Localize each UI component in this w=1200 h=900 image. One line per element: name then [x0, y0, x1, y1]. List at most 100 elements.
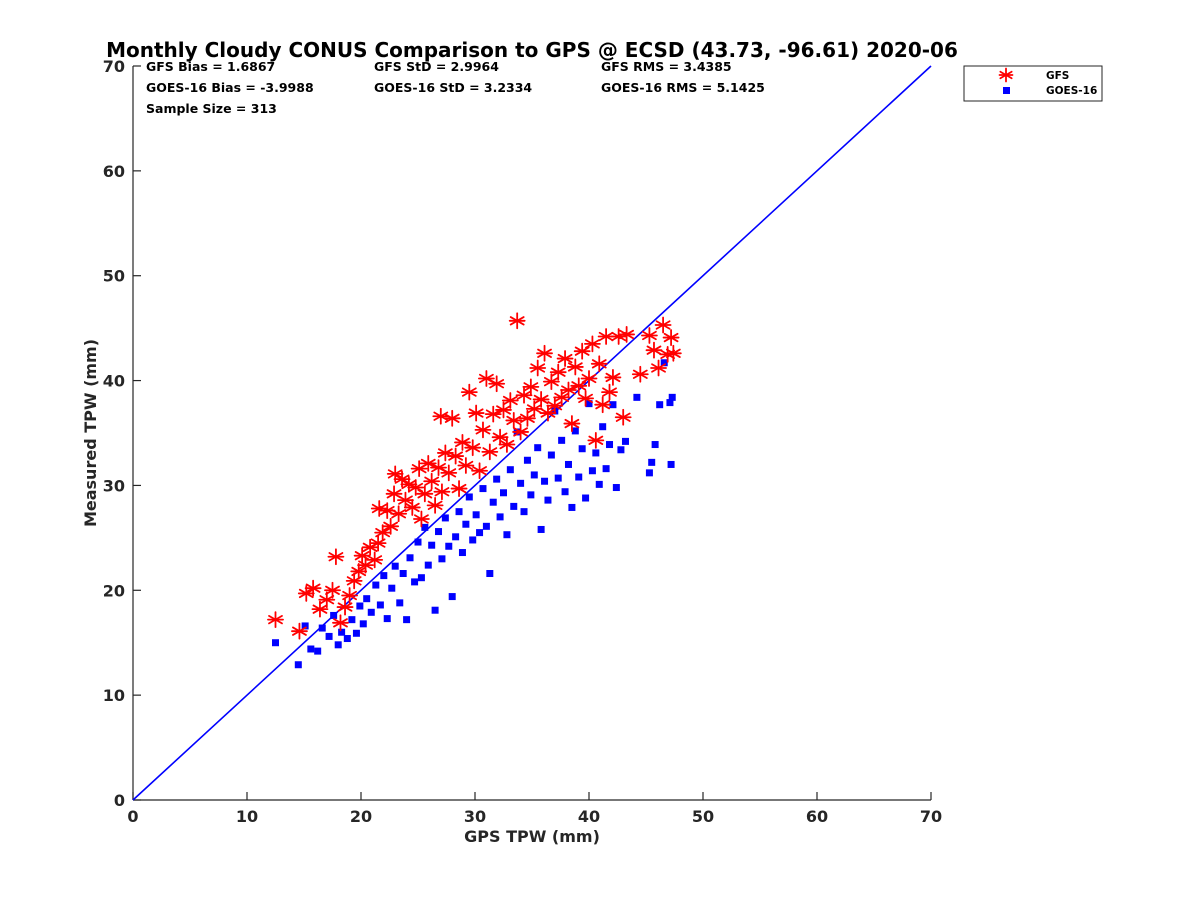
goes-16-point — [493, 475, 501, 483]
goes-16-point — [534, 444, 542, 452]
goes-16-point — [406, 554, 414, 562]
gfs-point — [590, 355, 608, 373]
goes-16-point — [383, 615, 391, 623]
gfs-point — [522, 378, 540, 396]
x-tick-label: 0 — [127, 807, 138, 826]
goes-16-point — [667, 460, 675, 468]
stat-goes-bias: GOES-16 Bias = -3.9988 — [146, 80, 314, 95]
goes-16-point — [510, 502, 518, 510]
goes-16-point — [462, 520, 470, 528]
legend-gfs-marker — [998, 67, 1014, 83]
gfs-point — [385, 485, 403, 503]
gfs-point — [382, 517, 400, 535]
goes-16-point — [435, 528, 443, 536]
goes-16-point — [417, 574, 425, 582]
goes-16-point — [301, 622, 309, 630]
goes-16-point — [558, 436, 566, 444]
gfs-point — [601, 383, 618, 401]
gfs-point — [440, 464, 458, 482]
gfs-point — [450, 480, 468, 497]
gfs-point — [501, 392, 519, 409]
goes-16-point — [325, 632, 333, 640]
goes-16-point — [372, 581, 380, 589]
goes-16-point — [445, 542, 453, 550]
goes-16-point — [541, 477, 549, 485]
goes-16-point — [348, 616, 356, 624]
gfs-point — [553, 388, 571, 406]
goes-16-point — [606, 441, 614, 449]
y-tick-label: 10 — [103, 686, 125, 705]
goes-16-point — [294, 661, 302, 669]
gfs-point — [584, 335, 601, 353]
goes-16-point — [465, 493, 473, 501]
goes-16-point — [595, 480, 603, 488]
gfs-point — [464, 439, 482, 457]
x-tick-label: 20 — [350, 807, 372, 826]
gfs-point — [484, 405, 502, 423]
y-tick-label: 60 — [103, 162, 125, 181]
gfs-point — [556, 350, 574, 367]
stat-gfs-bias: GFS Bias = 1.6867 — [146, 59, 275, 74]
legend-gfs-label: GFS — [1046, 70, 1069, 82]
legend: GFS GOES-16 — [963, 65, 1103, 102]
gfs-point — [366, 551, 384, 569]
goes-16-point — [500, 489, 507, 497]
gfs-point — [618, 326, 636, 343]
gfs-point — [594, 396, 612, 414]
goes-16-point — [578, 445, 586, 453]
goes-16-point — [359, 620, 367, 628]
goes-16-point — [609, 401, 617, 409]
reference-line — [132, 65, 932, 801]
goes-16-point — [612, 484, 620, 492]
gfs-point — [474, 421, 492, 439]
goes-16-point — [648, 458, 656, 466]
x-tick-label: 50 — [692, 807, 714, 826]
legend-goes-label: GOES-16 — [1046, 85, 1097, 97]
goes-16-point — [318, 624, 326, 632]
gfs-point — [350, 563, 368, 580]
gfs-point — [560, 381, 577, 399]
gfs-point — [654, 316, 672, 334]
gfs-point — [563, 415, 581, 432]
goes-16-point — [272, 639, 279, 647]
gfs-point — [512, 423, 529, 441]
gfs-point — [467, 404, 485, 422]
x-tick-label: 40 — [578, 807, 600, 826]
gfs-point — [539, 404, 557, 422]
gfs-point — [573, 342, 591, 360]
goes-16-point — [352, 629, 360, 637]
goes-16-point — [561, 488, 569, 496]
goes-16-point — [599, 423, 607, 431]
gfs-point — [390, 505, 408, 523]
goes-16-point — [489, 498, 497, 506]
goes-16-point — [660, 359, 668, 367]
gfs-point — [532, 391, 550, 408]
gfs-point — [416, 485, 434, 503]
gfs-point — [332, 614, 349, 632]
x-axis-label: GPS TPW (mm) — [464, 827, 600, 846]
gfs-point — [614, 408, 632, 426]
gfs-point — [341, 587, 359, 604]
y-tick-label: 30 — [103, 476, 125, 495]
goes-16-point — [592, 449, 600, 457]
goes-16-point — [403, 616, 411, 624]
goes-16-point — [520, 508, 528, 516]
ticks: 0 10 20 30 40 50 60 70 0 10 20 30 40 50 60 70 — [103, 57, 942, 826]
goes-16-point — [458, 549, 466, 557]
goes-16-point — [314, 647, 322, 655]
x-tick-label: 30 — [464, 807, 486, 826]
stat-goes-std: GOES-16 StD = 3.2334 — [374, 80, 532, 95]
gfs-point — [491, 428, 509, 446]
goes-16-point — [554, 474, 562, 482]
gfs-point — [419, 455, 437, 472]
gfs-point — [664, 344, 682, 362]
gfs-point — [318, 591, 336, 609]
stats-block: GFS Bias = 1.6867 GFS StD = 2.9964 GFS R… — [146, 59, 765, 116]
y-tick-label: 40 — [103, 372, 125, 391]
goes-16-point — [588, 467, 596, 475]
goes-16-point — [530, 471, 538, 479]
gfs-point — [403, 499, 421, 516]
goes-16-point — [363, 595, 371, 603]
goes-16-point — [621, 437, 629, 445]
gfs-point — [397, 491, 414, 509]
